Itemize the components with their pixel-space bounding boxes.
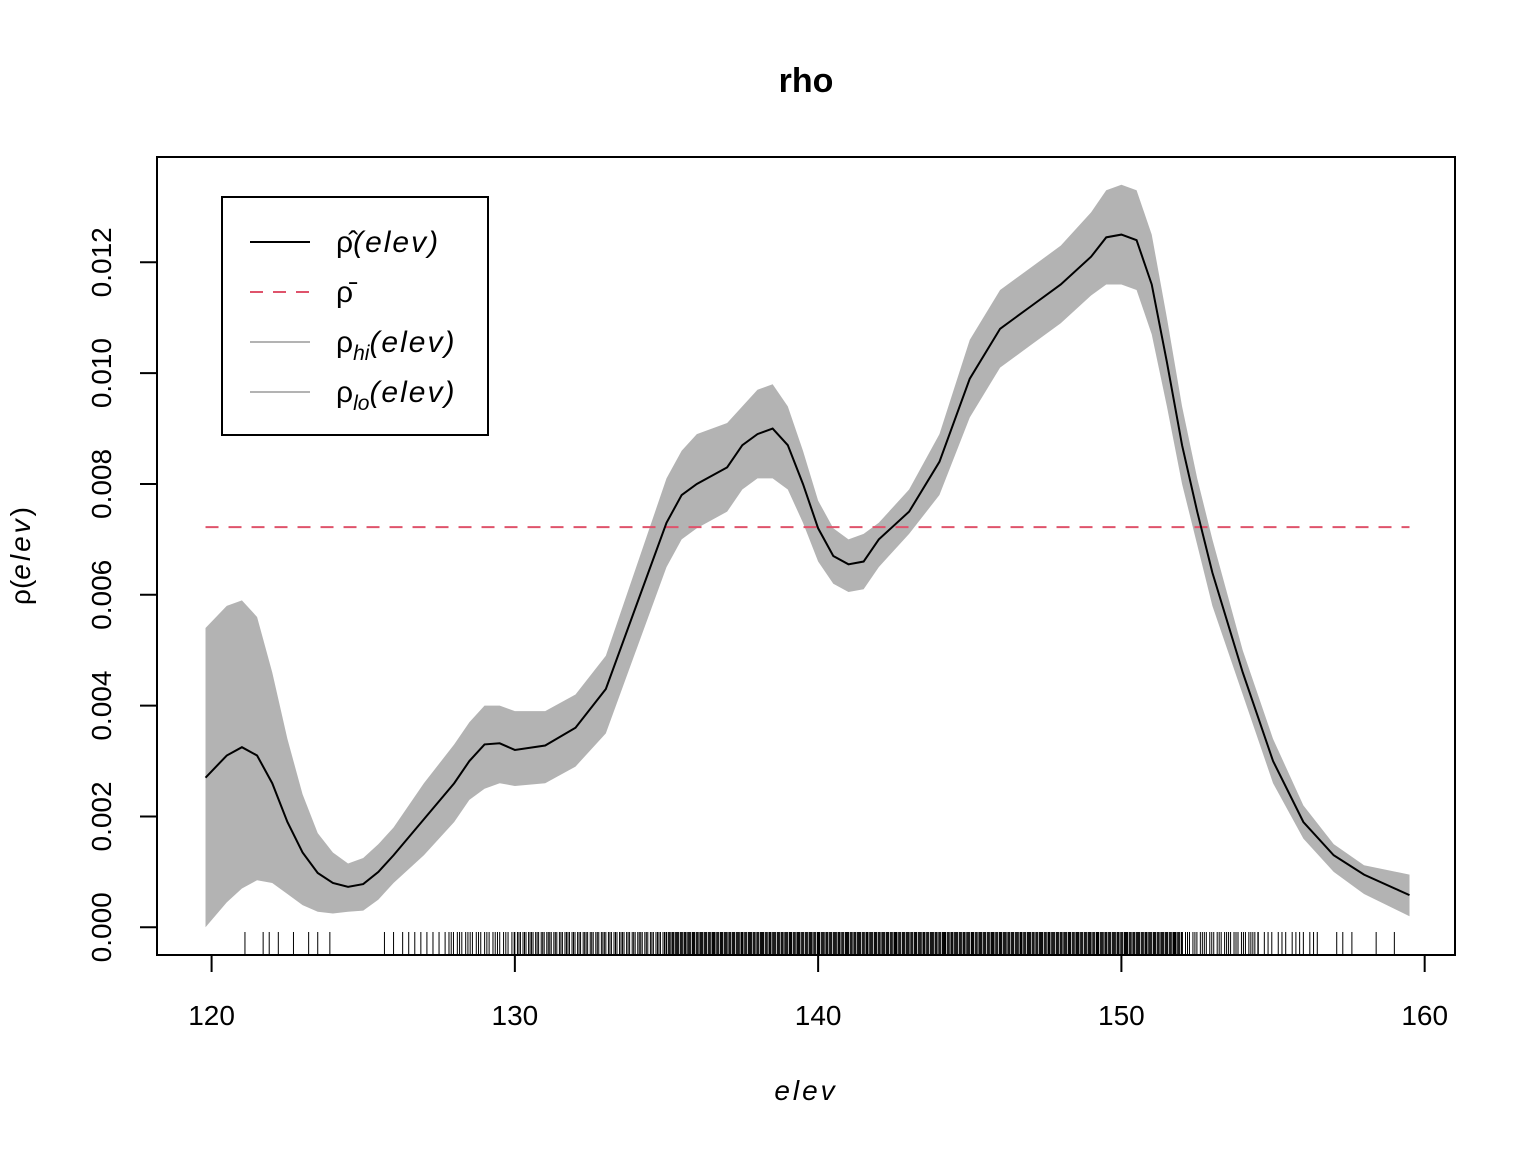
legend-sub: hi [353,342,371,365]
legend-arg: (elev) [369,376,456,409]
y-label-var: elev [5,516,36,579]
legend-base: ρ [336,376,353,409]
y-axis: 0.000 0.002 0.004 0.006 0.008 0.010 0.012 [86,227,158,962]
legend-entry-1: ρ̄ [336,276,358,309]
x-axis: 120 130 140 150 160 [188,954,1448,1031]
y-label-close: ) [5,507,36,516]
plot-layer [204,184,1410,955]
y-label-symbol: ρ( [5,579,36,605]
y-tick-label: 0.012 [86,227,117,297]
legend-base: ρ̂ [336,226,358,259]
x-tick-label: 120 [188,1000,235,1031]
y-tick-label: 0.004 [86,671,117,741]
x-axis-label: elev [774,1075,837,1106]
y-tick-label: 0.006 [86,560,117,630]
confidence-band [205,184,1410,928]
legend-entry-3: ρlo(elev) [336,376,456,415]
y-axis-label: ρ(elev) [5,507,36,605]
y-tick-label: 0.010 [86,338,117,408]
series-rho-hat [204,233,1410,897]
legend-arg: (elev) [353,226,440,259]
y-tick-label: 0.008 [86,449,117,519]
legend-base: ρ [336,326,353,359]
x-tick-label: 140 [795,1000,842,1031]
legend-box [221,196,489,436]
x-tick-label: 160 [1401,1000,1448,1031]
legend: ρ̂(elev)ρ̄ρhi(elev)ρlo(elev) [221,196,489,436]
x-tick-label: 130 [492,1000,539,1031]
rug [244,932,1395,955]
y-tick-label: 0.002 [86,781,117,851]
legend-arg: (elev) [369,326,456,359]
legend-entry-2: ρhi(elev) [336,326,456,365]
chart-title: rho [779,62,834,100]
x-tick-label: 150 [1098,1000,1145,1031]
legend-sub: lo [353,392,370,415]
legend-base: ρ̄ [336,276,358,309]
y-tick-label: 0.000 [86,892,117,962]
legend-entry-0: ρ̂(elev) [336,226,440,259]
